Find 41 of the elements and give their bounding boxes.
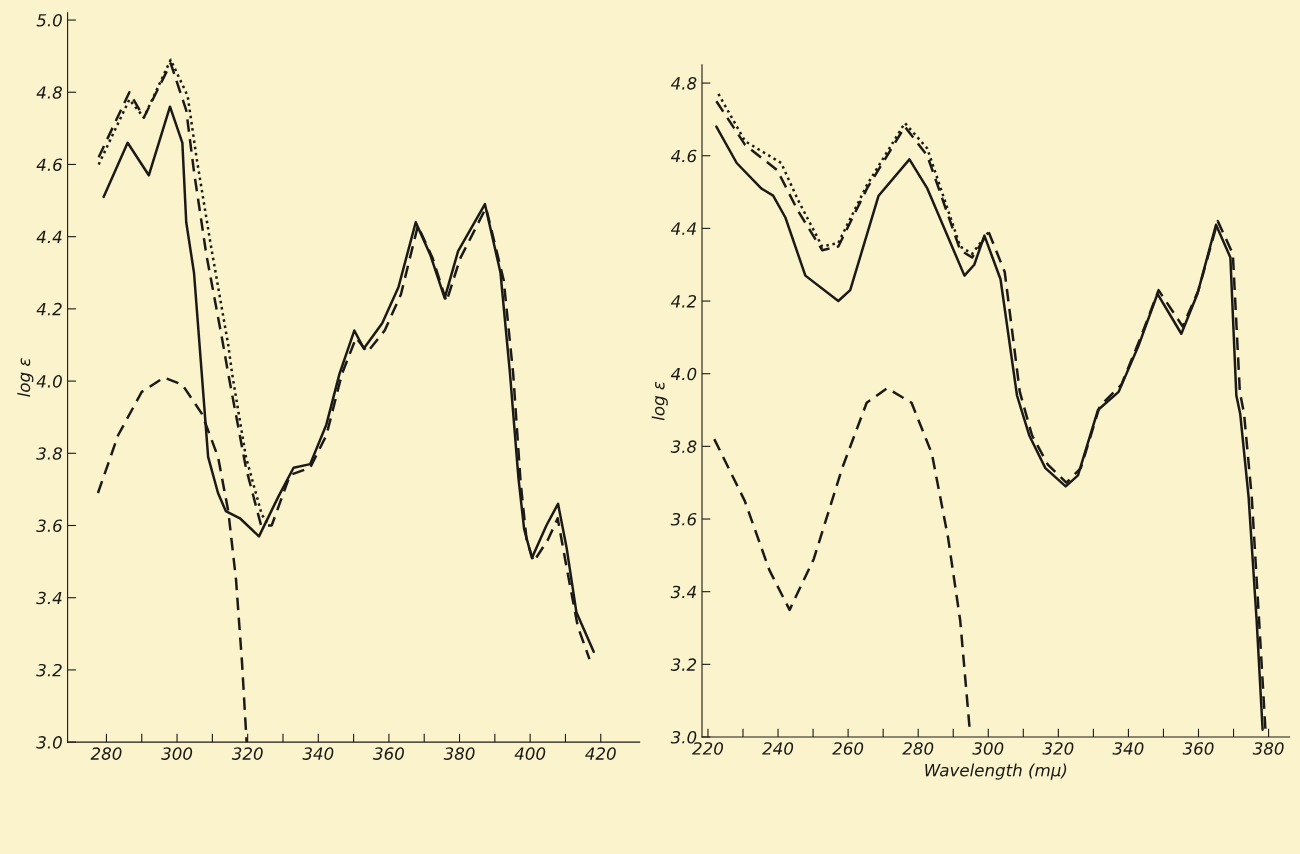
- y-tick-label: 4.0: [36, 375, 62, 388]
- y-tick-label: 3.8: [670, 440, 697, 453]
- x-tick-label: 300: [972, 742, 1004, 755]
- x-tick-label: 420: [585, 747, 616, 760]
- x-tick-label: 280: [902, 742, 934, 755]
- y-axis-title: log ε: [651, 381, 668, 421]
- x-tick-label: 220: [692, 742, 724, 755]
- x-tick-label: 380: [443, 747, 475, 760]
- y-tick-label: 3.2: [36, 663, 62, 677]
- y-tick-label: 3.8: [36, 447, 63, 460]
- x-tick-label: 260: [832, 742, 864, 755]
- y-tick-label: 4.4: [36, 230, 62, 243]
- x-tick-label: 400: [514, 747, 546, 760]
- y-tick-label: 4.0: [670, 367, 697, 381]
- y-tick-label: 4.4: [670, 222, 696, 235]
- y-tick-label: 4.2: [670, 295, 697, 308]
- y-tick-label: 4.8: [670, 77, 697, 90]
- x-tick-label: 300: [161, 747, 193, 760]
- x-tick-label: 380: [1252, 742, 1284, 755]
- y-tick-label: 5.0: [36, 13, 62, 27]
- x-tick-label: 240: [762, 742, 794, 755]
- y-tick-label: 4.8: [36, 86, 63, 99]
- y-tick-label: 3.6: [36, 519, 62, 533]
- y-tick-label: 3.2: [670, 658, 697, 671]
- x-tick-label: 340: [1112, 742, 1144, 755]
- x-tick-label: 280: [90, 747, 122, 760]
- y-tick-label: 3.4: [36, 591, 62, 605]
- x-tick-label: 340: [302, 747, 334, 760]
- y-tick-label: 4.6: [36, 158, 62, 172]
- y-tick-label: 3.6: [670, 512, 697, 526]
- x-axis-title: Wavelength (mμ): [925, 763, 1067, 780]
- x-tick-label: 360: [1182, 742, 1214, 755]
- x-tick-label: 320: [1042, 742, 1074, 755]
- y-tick-label: 4.6: [670, 149, 697, 163]
- y-tick-label: 3.4: [670, 585, 696, 599]
- y-tick-label: 3.0: [36, 736, 62, 749]
- y-tick-label: 3.0: [670, 730, 697, 744]
- y-axis-title: log ε: [17, 358, 34, 397]
- x-tick-label: 320: [231, 747, 263, 760]
- x-tick-label: 360: [373, 747, 404, 760]
- y-tick-label: 4.2: [36, 302, 62, 316]
